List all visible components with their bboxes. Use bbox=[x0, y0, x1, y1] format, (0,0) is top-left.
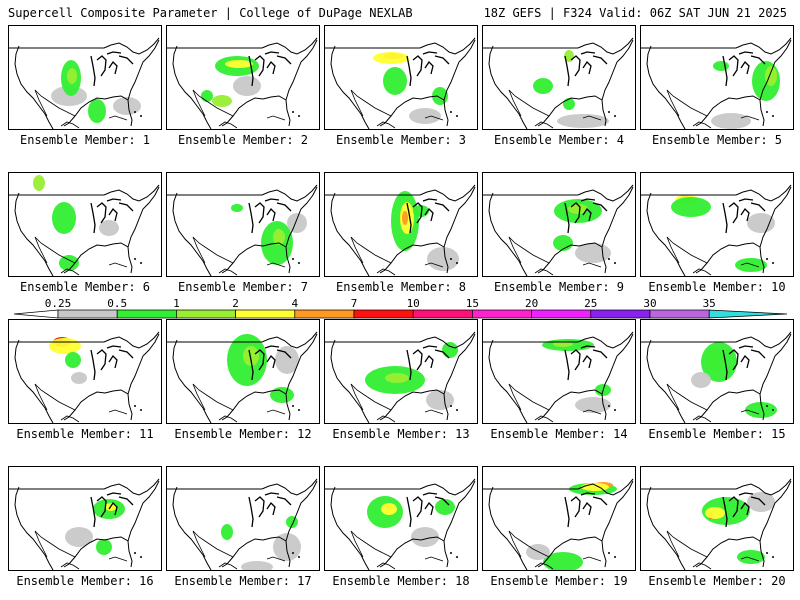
ensemble-member-map bbox=[166, 25, 320, 130]
ensemble-member-map bbox=[640, 172, 794, 277]
colorbar-segment bbox=[57, 309, 118, 319]
ensemble-member-map bbox=[324, 319, 478, 424]
ensemble-member-map bbox=[640, 466, 794, 571]
colorbar-tick-label: 2 bbox=[232, 297, 239, 310]
ensemble-member-map bbox=[482, 25, 636, 130]
colorbar-segment bbox=[412, 309, 473, 319]
ensemble-member-label: Ensemble Member: 17 bbox=[174, 574, 312, 588]
ensemble-member-label: Ensemble Member: 9 bbox=[493, 280, 625, 294]
colorbar-segment bbox=[708, 309, 787, 319]
ensemble-member-map bbox=[482, 466, 636, 571]
ensemble-member-map bbox=[8, 172, 162, 277]
colorbar-tick-label: 4 bbox=[291, 297, 298, 310]
ensemble-member-map bbox=[324, 172, 478, 277]
ensemble-member-map bbox=[8, 466, 162, 571]
ensemble-member-label: Ensemble Member: 15 bbox=[648, 427, 786, 441]
ensemble-member-map bbox=[8, 319, 162, 424]
colorbar-tick-label: 20 bbox=[525, 297, 538, 310]
ensemble-member-label: Ensemble Member: 3 bbox=[335, 133, 467, 147]
ensemble-member-map bbox=[324, 466, 478, 571]
colorbar-segment bbox=[235, 309, 296, 319]
colorbar-tick-label: 0.25 bbox=[45, 297, 72, 310]
ensemble-member-label: Ensemble Member: 19 bbox=[490, 574, 628, 588]
ensemble-member-map bbox=[8, 25, 162, 130]
colorbar-segment bbox=[294, 309, 355, 319]
ensemble-member-map bbox=[166, 172, 320, 277]
ensemble-member-map bbox=[166, 319, 320, 424]
colorbar-segment bbox=[353, 309, 414, 319]
colorbar-segment bbox=[472, 309, 532, 319]
colorbar-tick-label: 7 bbox=[351, 297, 358, 310]
ensemble-member-label: Ensemble Member: 16 bbox=[16, 574, 154, 588]
ensemble-member-map bbox=[640, 25, 794, 130]
model-valid-time: 18Z GEFS | F324 Valid: 06Z SAT JUN 21 20… bbox=[483, 6, 787, 20]
ensemble-member-map bbox=[324, 25, 478, 130]
ensemble-member-label: Ensemble Member: 6 bbox=[19, 280, 151, 294]
colorbar-tick-label: 30 bbox=[643, 297, 656, 310]
colorbar-tick-label: 15 bbox=[466, 297, 479, 310]
ensemble-member-label: Ensemble Member: 14 bbox=[490, 427, 628, 441]
colorbar-tick-label: 35 bbox=[703, 297, 716, 310]
colorbar-segment bbox=[590, 309, 651, 319]
ensemble-member-label: Ensemble Member: 20 bbox=[648, 574, 786, 588]
colorbar-tick-label: 25 bbox=[584, 297, 597, 310]
ensemble-member-label: Ensemble Member: 10 bbox=[648, 280, 786, 294]
ensemble-member-label: Ensemble Member: 11 bbox=[16, 427, 154, 441]
colorbar-segment bbox=[649, 309, 710, 319]
colorbar-segment bbox=[531, 309, 592, 319]
ensemble-member-label: Ensemble Member: 4 bbox=[493, 133, 625, 147]
colorbar-tick-label: 0.5 bbox=[107, 297, 127, 310]
ensemble-member-label: Ensemble Member: 1 bbox=[19, 133, 151, 147]
colorbar-segment bbox=[116, 309, 177, 319]
colorbar-tick-label: 1 bbox=[173, 297, 180, 310]
ensemble-member-label: Ensemble Member: 8 bbox=[335, 280, 467, 294]
colorbar-segment bbox=[176, 309, 236, 319]
ensemble-member-map bbox=[482, 172, 636, 277]
ensemble-member-map bbox=[482, 319, 636, 424]
ensemble-member-label: Ensemble Member: 12 bbox=[174, 427, 312, 441]
ensemble-member-label: Ensemble Member: 13 bbox=[332, 427, 470, 441]
ensemble-member-label: Ensemble Member: 5 bbox=[651, 133, 783, 147]
ensemble-member-label: Ensemble Member: 18 bbox=[332, 574, 470, 588]
ensemble-member-map bbox=[640, 319, 794, 424]
color-legend: 0.25 0.5 1 2 4 7 10 15 20 25 30 35 bbox=[14, 296, 787, 324]
map-title: Supercell Composite Parameter | College … bbox=[8, 6, 413, 20]
ensemble-member-label: Ensemble Member: 7 bbox=[177, 280, 309, 294]
ensemble-member-map bbox=[166, 466, 320, 571]
ensemble-member-label: Ensemble Member: 2 bbox=[177, 133, 309, 147]
colorbar-lower-arrow bbox=[14, 309, 59, 319]
colorbar-tick-label: 10 bbox=[407, 297, 420, 310]
